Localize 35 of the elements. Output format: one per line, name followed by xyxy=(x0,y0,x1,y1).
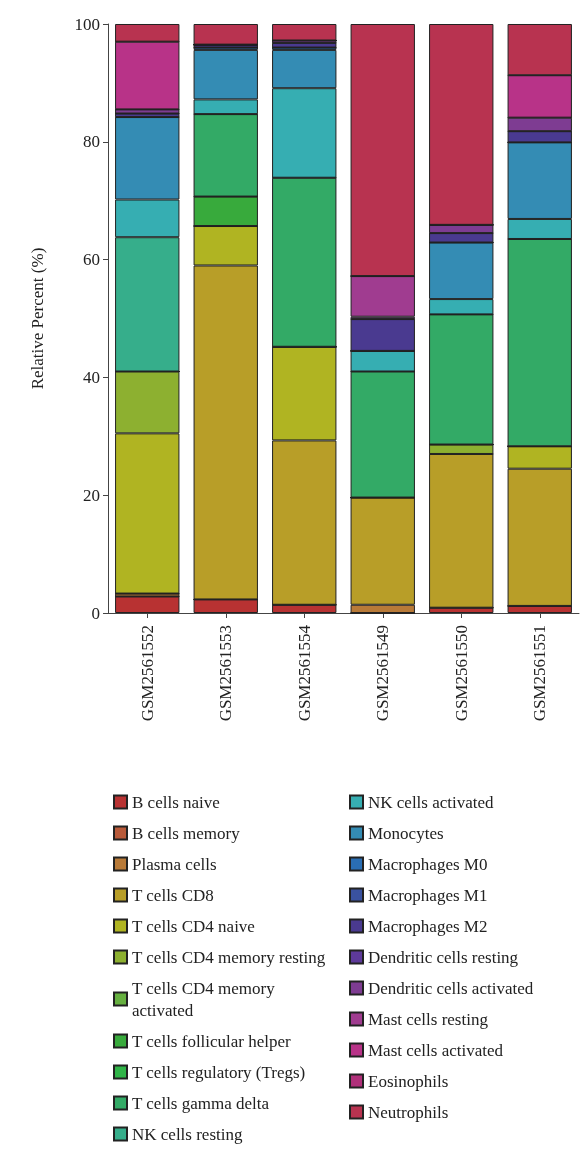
legend-label: T cells regulatory (Tregs) xyxy=(132,1062,306,1082)
x-tick-label: GSM2561553 xyxy=(216,625,236,722)
legend-label: Macrophages M0 xyxy=(368,854,488,874)
legend-label: B cells memory xyxy=(132,823,241,843)
legend-label: Dendritic cells activated xyxy=(368,978,534,998)
legend-label: Dendritic cells resting xyxy=(368,947,519,967)
legend-label: B cells naive xyxy=(132,792,220,812)
y-tick-label: 0 xyxy=(91,603,100,623)
y-axis-title: Relative Percent (%) xyxy=(28,247,47,390)
legend-label: T cells CD8 xyxy=(132,885,214,905)
legend-label: T cells gamma delta xyxy=(132,1093,270,1113)
legend-label: Neutrophils xyxy=(368,1102,449,1122)
x-tick-label: GSM2561551 xyxy=(530,625,550,722)
legend-label: Eosinophils xyxy=(368,1071,449,1091)
legend-label: Macrophages M1 xyxy=(368,885,488,905)
y-tick-label: 80 xyxy=(83,132,100,152)
x-tick-label: GSM2561552 xyxy=(137,625,157,722)
y-tick-label: 100 xyxy=(74,14,100,34)
legend-label: Mast cells activated xyxy=(368,1040,504,1060)
legend-label: T cells CD4 memory activated xyxy=(132,978,279,1020)
x-tick-label: GSM2561550 xyxy=(451,625,471,722)
legend-label: Plasma cells xyxy=(132,854,217,874)
legend-label: Monocytes xyxy=(368,823,444,843)
y-tick-label: 20 xyxy=(83,485,100,505)
legend-label: Mast cells resting xyxy=(368,1009,489,1029)
legend-label: Macrophages M2 xyxy=(368,916,488,936)
x-tick-label: GSM2561549 xyxy=(373,625,393,722)
y-tick-label: 40 xyxy=(83,367,100,387)
y-tick-label: 60 xyxy=(83,250,100,270)
x-tick-label: GSM2561554 xyxy=(294,624,314,722)
legend-label: NK cells resting xyxy=(132,1124,243,1144)
legend-label: T cells CD4 memory resting xyxy=(132,947,326,967)
legend-label: NK cells activated xyxy=(368,792,495,812)
legend-label: T cells follicular helper xyxy=(132,1031,292,1051)
legend-label: T cells CD4 naive xyxy=(132,916,255,936)
